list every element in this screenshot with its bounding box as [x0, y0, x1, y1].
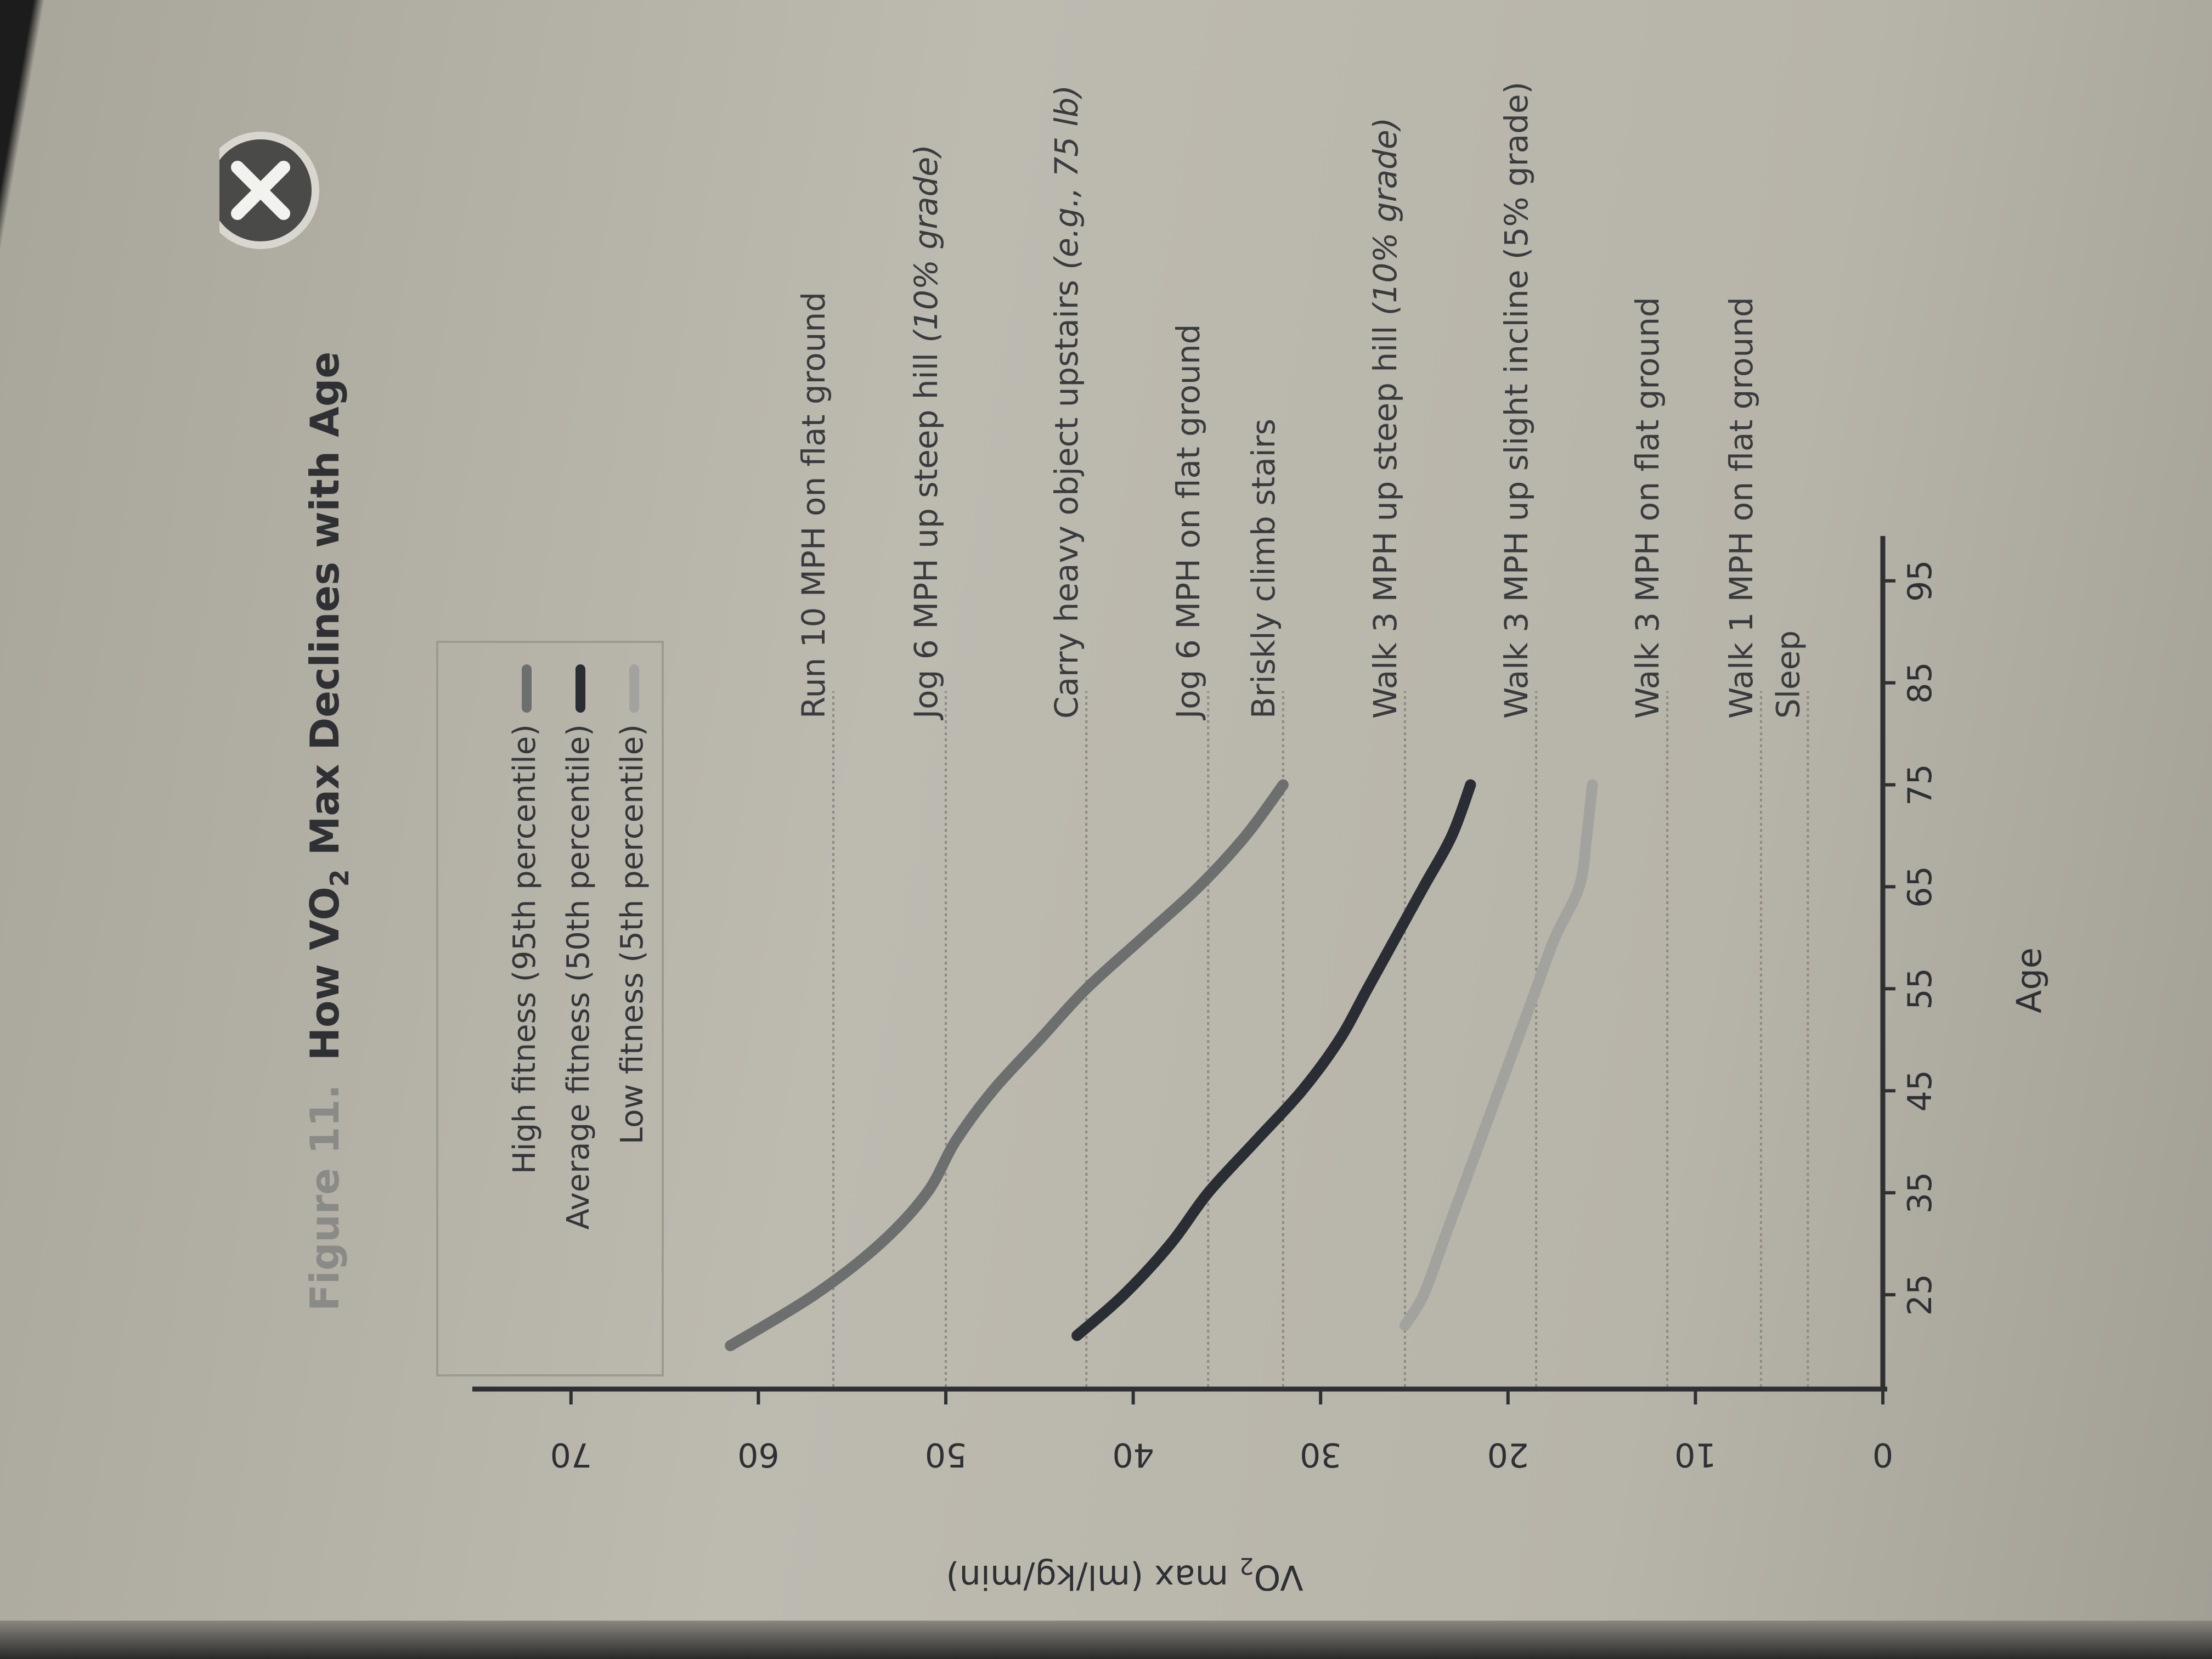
legend-item: Low fitness (5th percentile): [614, 664, 650, 1144]
y-axis-label-main: VO: [1254, 1558, 1304, 1591]
activity-reference-lines: Run 10 MPH on flat ground Jog 6 MPH up st…: [795, 82, 1809, 1387]
x-axis-ticks: 25 35 45 55 65 75 85 95: [1883, 560, 1939, 1316]
legend-box: [436, 641, 664, 1376]
title-subscript: 2: [325, 869, 354, 887]
reference-label-note: (10% grade): [907, 144, 945, 342]
y-tick-label: 10: [1674, 1435, 1716, 1474]
reference-label: Run 10 MPH on flat ground: [795, 292, 832, 719]
activity-reference: Carry heavy object upstairs (e.g., 75 lb…: [1048, 85, 1088, 1387]
x-tick-label: 45: [1901, 1070, 1939, 1111]
series-line: [725, 779, 1289, 1351]
reference-label: Walk 3 MPH up slight incline (5% grade): [1498, 82, 1535, 719]
reference-label: Sleep: [1769, 630, 1807, 719]
x-tick-label: 35: [1901, 1172, 1939, 1214]
legend-label: Average fitness (50th percentile): [561, 724, 596, 1229]
activity-reference: Walk 3 MPH on flat ground: [1629, 297, 1669, 1387]
reference-label: Carry heavy object upstairs (e.g., 75 lb…: [1048, 85, 1085, 719]
activity-reference: Jog 6 MPH on flat ground: [1170, 324, 1210, 1387]
y-axis-label: VO2 max (ml/kg/min): [946, 1553, 1303, 1591]
x-tick-label: 95: [1901, 560, 1939, 602]
reference-label: Walk 3 MPH on flat ground: [1629, 297, 1666, 719]
reference-label-main: Carry heavy object upstairs: [1048, 270, 1085, 719]
reference-label: Jog 6 MPH up steep hill (10% grade): [907, 144, 945, 720]
reference-label: Jog 6 MPH on flat ground: [1170, 324, 1207, 720]
reference-label: Walk 3 MPH up steep hill (10% grade): [1367, 117, 1404, 719]
y-tick-label: 0: [1872, 1435, 1893, 1474]
figure-title: Figure 11. How VO2 Max Declines with Age: [302, 352, 354, 1311]
series-curves: [725, 779, 1598, 1351]
reference-label-main: Jog 6 MPH up steep hill: [907, 343, 945, 720]
series-line: [1071, 779, 1476, 1341]
title-rest: Max Declines with Age: [302, 352, 348, 870]
activity-reference: Briskly climb stairs: [1245, 419, 1284, 1387]
x-tick-label: 75: [1901, 764, 1939, 805]
y-tick-label: 60: [737, 1435, 779, 1474]
legend-label: High fitness (95th percentile): [507, 724, 543, 1174]
y-tick-label: 40: [1112, 1435, 1154, 1474]
x-tick-label: 55: [1901, 968, 1939, 1009]
x-tick-label: 85: [1901, 662, 1939, 703]
reference-label: Briskly climb stairs: [1245, 419, 1282, 719]
device-bezel: [0, 1621, 2212, 1659]
legend: High fitness (95th percentile) Average fi…: [436, 641, 664, 1376]
series-line: [1399, 779, 1598, 1331]
x-tick-label: 65: [1901, 866, 1939, 907]
y-axis-ticks: 0 10 20 30 40 50 60 70: [550, 1389, 1893, 1474]
y-axis-label-subscript: 2: [1239, 1553, 1254, 1579]
legend-label: Low fitness (5th percentile): [614, 724, 650, 1144]
close-icon[interactable]: [231, 161, 290, 220]
y-tick-label: 70: [550, 1435, 592, 1474]
y-axis-label-rest: max (ml/kg/min): [946, 1558, 1239, 1591]
activity-reference: Walk 3 MPH up steep hill (10% grade): [1367, 117, 1406, 1387]
x-axis-label: Age: [2009, 947, 2049, 1013]
activity-reference: Sleep: [1769, 630, 1809, 1387]
y-tick-label: 30: [1300, 1435, 1341, 1474]
figure-panel: Figure 11. How VO2 Max Declines with Age…: [202, 0, 2085, 1598]
legend-item: High fitness (95th percentile): [507, 664, 543, 1174]
x-tick-label: 25: [1901, 1274, 1939, 1316]
close-button[interactable]: [202, 132, 319, 249]
activity-reference: Jog 6 MPH up steep hill (10% grade): [907, 144, 947, 1387]
reference-label: Walk 1 MPH on flat ground: [1723, 297, 1760, 719]
y-tick-label: 50: [925, 1435, 967, 1474]
reference-label-note: (e.g., 75 lb): [1048, 85, 1085, 270]
reference-label-note: (10% grade): [1367, 117, 1404, 315]
vo2-chart: Figure 11. How VO2 Max Declines with Age…: [202, 82, 2049, 1598]
legend-item: Average fitness (50th percentile): [561, 664, 596, 1229]
activity-reference: Walk 3 MPH up slight incline (5% grade): [1498, 82, 1538, 1387]
activity-reference: Walk 1 MPH on flat ground: [1723, 297, 1762, 1387]
figure-number: Figure 11.: [302, 1084, 348, 1311]
reference-label-main: Walk 3 MPH up steep hill: [1367, 315, 1404, 719]
activity-reference: Run 10 MPH on flat ground: [795, 292, 835, 1387]
y-tick-label: 20: [1487, 1435, 1529, 1474]
title-main: How VO: [302, 887, 348, 1060]
